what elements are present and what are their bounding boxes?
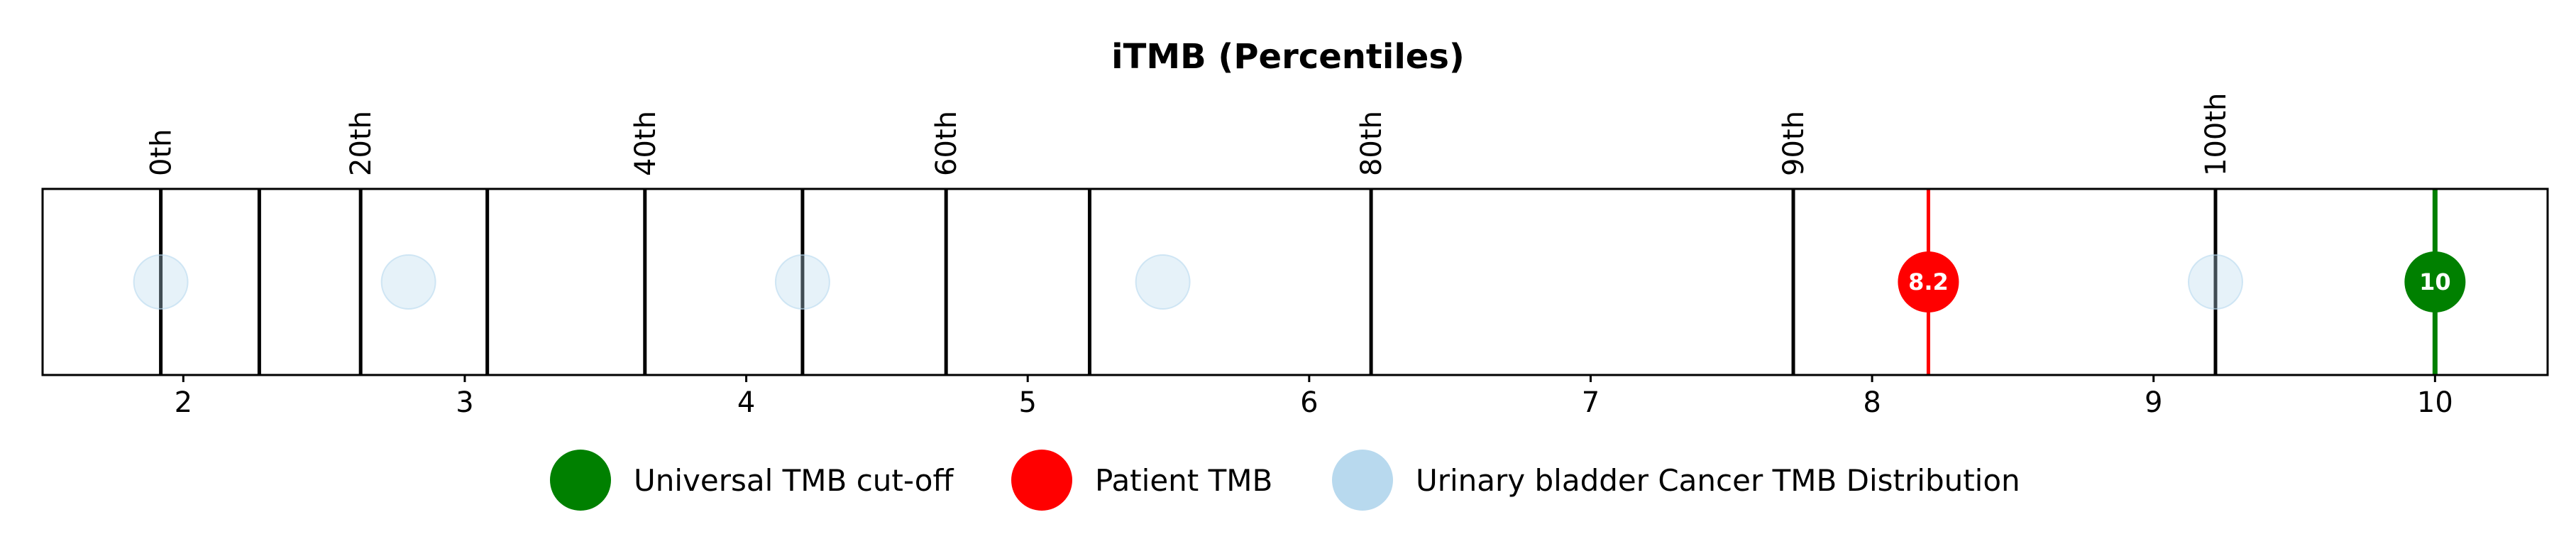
legend-marker-1 bbox=[550, 450, 611, 511]
x-tick-label: 2 bbox=[175, 386, 192, 419]
legend: Universal TMB cut-off Patient TMB Urinary … bbox=[550, 450, 2020, 511]
legend-label-3: Urinary bladder Cancer TMB Distribution bbox=[1416, 463, 2020, 498]
x-tick-label: 7 bbox=[1582, 386, 1600, 419]
patient-tmb-label: 8.2 bbox=[1908, 268, 1949, 295]
distribution-point bbox=[1135, 254, 1191, 310]
patient-tmb-point bbox=[1898, 251, 1959, 312]
distribution-point bbox=[380, 254, 436, 310]
percentile-label-40th: 40th bbox=[629, 111, 662, 176]
legend-label-2: Patient TMB bbox=[1095, 463, 1272, 498]
distribution-point bbox=[2187, 254, 2243, 310]
percentile-label-60th: 60th bbox=[930, 111, 963, 176]
percentile-label-80th: 80th bbox=[1355, 111, 1388, 176]
universal-cutoff-label: 10 bbox=[2419, 268, 2451, 295]
plot-area: 0th 20th 40th 60th 80th 90th 100th 2 3 4 5 6 7 8 9 10 8.… bbox=[133, 93, 2466, 419]
x-tick-label: 4 bbox=[737, 386, 755, 419]
chart-title: iTMB (Percentiles) bbox=[1111, 37, 1465, 77]
x-tick-label: 9 bbox=[2145, 386, 2162, 419]
percentile-label-0th: 0th bbox=[145, 129, 178, 176]
distribution-point bbox=[774, 254, 830, 310]
x-tick-label: 5 bbox=[1018, 386, 1036, 419]
legend-label-1: Universal TMB cut-off bbox=[634, 463, 954, 498]
distribution-point bbox=[133, 254, 189, 310]
percentile-label-20th: 20th bbox=[345, 111, 378, 176]
percentile-label-100th: 100th bbox=[2200, 93, 2233, 176]
universal-cutoff-point bbox=[2404, 251, 2466, 312]
plot-frame bbox=[41, 187, 2549, 376]
x-tick-label: 3 bbox=[456, 386, 473, 419]
x-tick-label: 6 bbox=[1300, 386, 1318, 419]
percentile-label-90th: 90th bbox=[1778, 111, 1810, 176]
x-tick-label: 10 bbox=[2417, 386, 2453, 419]
legend-marker-3 bbox=[1332, 450, 1393, 511]
x-tick-label: 8 bbox=[1863, 386, 1881, 419]
legend-marker-2 bbox=[1011, 450, 1072, 511]
